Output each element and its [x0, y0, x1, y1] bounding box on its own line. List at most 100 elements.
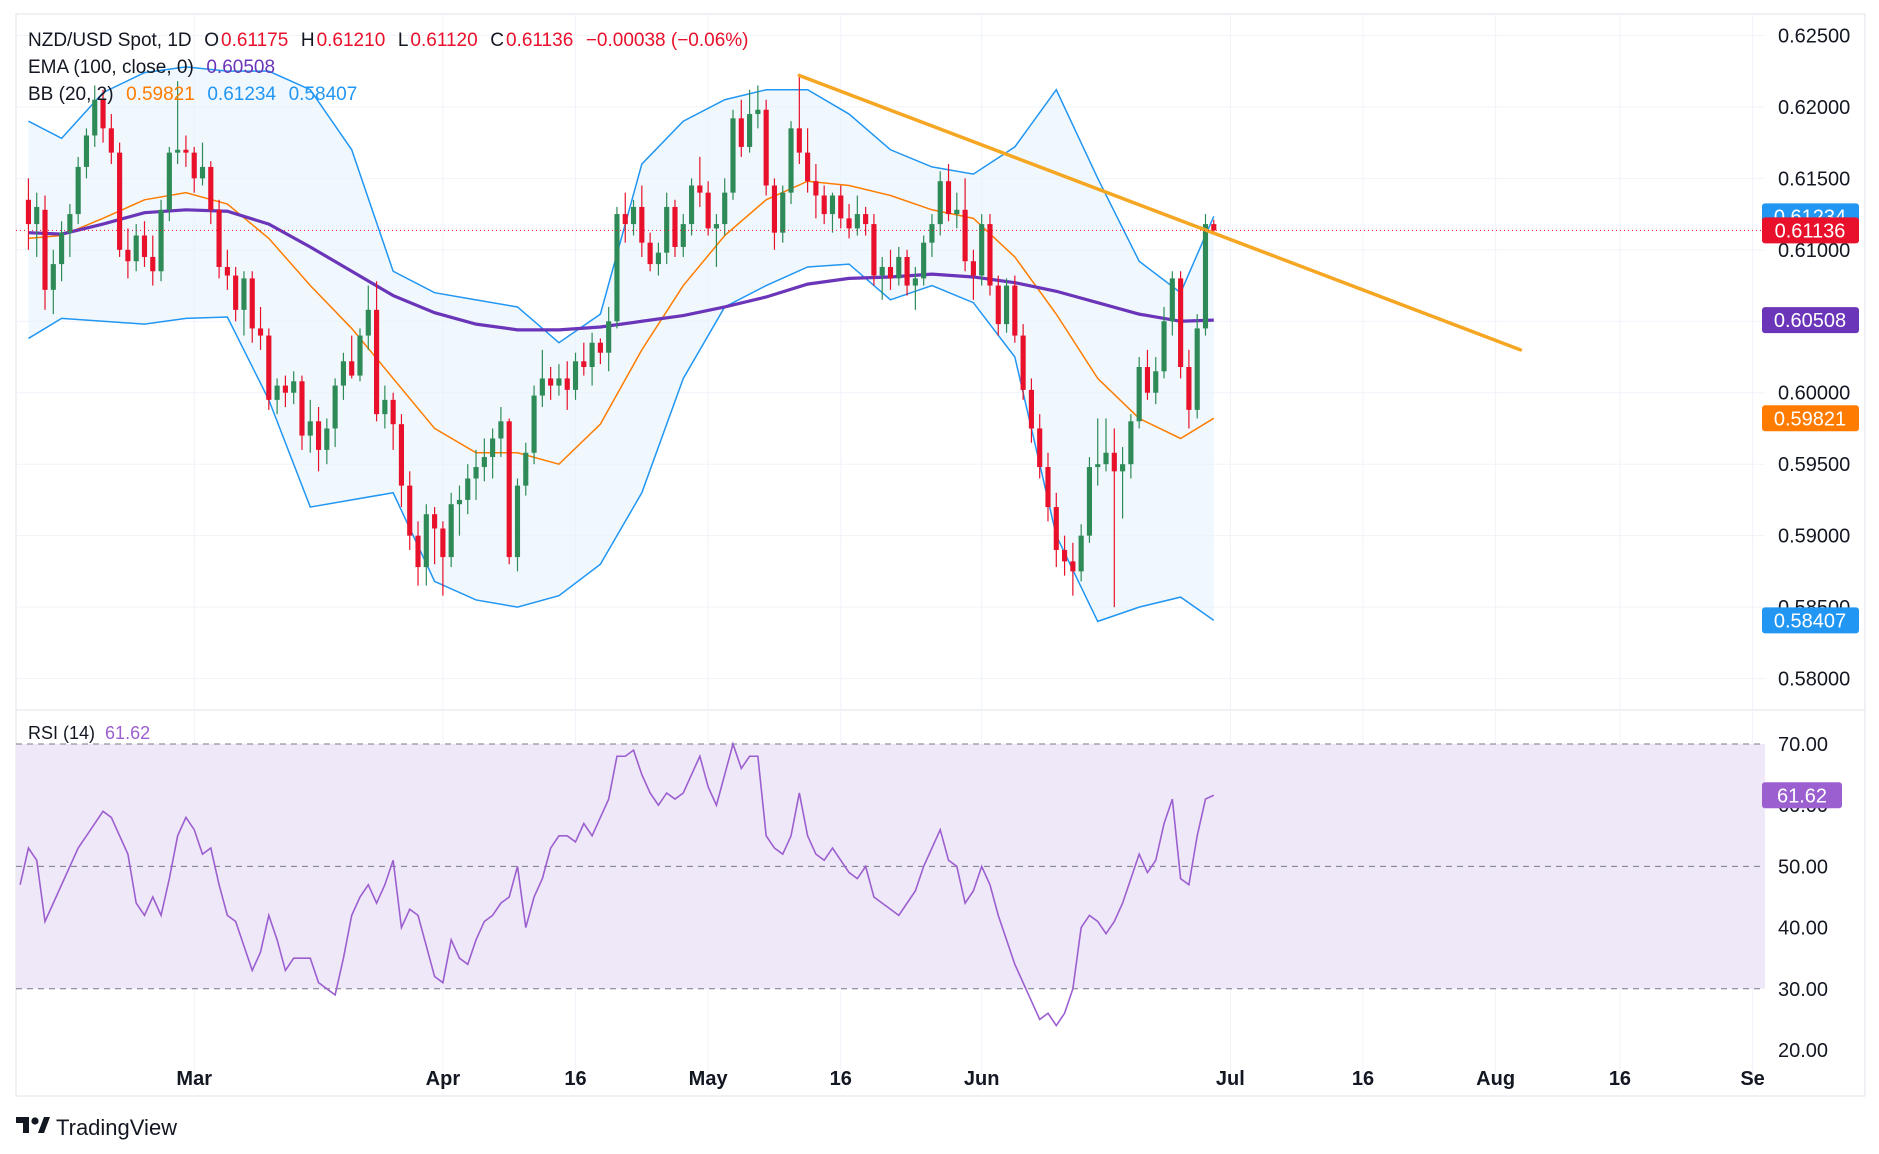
- candle[interactable]: [208, 161, 214, 225]
- candle[interactable]: [863, 206, 869, 236]
- candle[interactable]: [92, 85, 98, 147]
- candle[interactable]: [1186, 349, 1192, 429]
- candle[interactable]: [282, 375, 288, 408]
- candle[interactable]: [1045, 452, 1051, 522]
- candle[interactable]: [514, 478, 521, 572]
- candle[interactable]: [614, 206, 620, 329]
- candle[interactable]: [945, 164, 952, 222]
- candle[interactable]: [1062, 535, 1068, 576]
- candle[interactable]: [572, 352, 579, 400]
- trendline[interactable]: [797, 73, 1523, 352]
- candle[interactable]: [548, 367, 554, 400]
- candle[interactable]: [83, 128, 90, 179]
- candle[interactable]: [1003, 278, 1010, 333]
- candle[interactable]: [647, 232, 653, 272]
- candle[interactable]: [581, 342, 587, 376]
- candle[interactable]: [382, 385, 388, 429]
- candle[interactable]: [879, 256, 885, 300]
- candle[interactable]: [755, 85, 761, 129]
- candle[interactable]: [987, 214, 993, 296]
- ema-legend[interactable]: EMA (100, close, 0) 0.60508: [28, 57, 277, 79]
- candle[interactable]: [871, 214, 877, 286]
- candle[interactable]: [672, 199, 678, 257]
- candle[interactable]: [821, 185, 827, 225]
- candle[interactable]: [962, 178, 968, 272]
- candle[interactable]: [166, 146, 172, 222]
- candle[interactable]: [539, 349, 545, 408]
- candle[interactable]: [1028, 378, 1034, 443]
- candle[interactable]: [1211, 219, 1217, 233]
- candle[interactable]: [407, 471, 413, 550]
- candle[interactable]: [291, 371, 297, 405]
- candles[interactable]: [25, 75, 1217, 608]
- candle[interactable]: [183, 135, 189, 167]
- candle[interactable]: [606, 306, 612, 372]
- candle[interactable]: [523, 442, 529, 496]
- candle[interactable]: [257, 306, 264, 350]
- candle[interactable]: [912, 266, 918, 310]
- candle[interactable]: [415, 521, 421, 586]
- candle[interactable]: [506, 418, 512, 565]
- candle[interactable]: [954, 192, 960, 229]
- candle[interactable]: [1161, 306, 1167, 379]
- candle[interactable]: [332, 378, 338, 448]
- candle[interactable]: [1070, 542, 1076, 596]
- candle[interactable]: [970, 249, 976, 300]
- candle[interactable]: [1037, 414, 1043, 479]
- candle[interactable]: [440, 521, 446, 596]
- candle[interactable]: [133, 224, 139, 272]
- candle[interactable]: [722, 178, 728, 236]
- candle[interactable]: [25, 178, 32, 250]
- candle[interactable]: [921, 235, 927, 286]
- candle[interactable]: [713, 214, 719, 267]
- tradingview-brand[interactable]: TradingView: [16, 1115, 177, 1141]
- candle[interactable]: [473, 449, 479, 500]
- candle[interactable]: [730, 109, 736, 200]
- candle[interactable]: [929, 214, 935, 257]
- candle[interactable]: [1169, 271, 1175, 336]
- candle[interactable]: [1103, 418, 1109, 472]
- candle[interactable]: [365, 285, 371, 350]
- candle[interactable]: [141, 221, 148, 267]
- candle[interactable]: [59, 221, 65, 282]
- candle[interactable]: [738, 99, 744, 157]
- candle[interactable]: [1136, 357, 1142, 429]
- candle[interactable]: [125, 228, 131, 279]
- candle[interactable]: [829, 192, 836, 233]
- candle[interactable]: [805, 128, 811, 193]
- candle[interactable]: [937, 171, 943, 236]
- candle[interactable]: [1128, 414, 1134, 479]
- candle[interactable]: [108, 114, 114, 165]
- candle[interactable]: [1012, 275, 1018, 343]
- candle[interactable]: [680, 214, 686, 257]
- candle[interactable]: [199, 142, 206, 186]
- candle[interactable]: [158, 199, 164, 282]
- candle[interactable]: [1053, 492, 1059, 568]
- candle[interactable]: [374, 281, 380, 422]
- candle[interactable]: [465, 464, 471, 515]
- candle[interactable]: [432, 507, 438, 565]
- candle[interactable]: [117, 142, 123, 257]
- bb-legend[interactable]: BB (20, 2) 0.59821 0.61234 0.58407: [28, 84, 359, 106]
- candle[interactable]: [1111, 428, 1117, 608]
- candle[interactable]: [556, 364, 562, 396]
- resistance-trendline[interactable]: [797, 73, 1523, 352]
- candle[interactable]: [796, 75, 802, 165]
- candle[interactable]: [688, 178, 695, 236]
- candle[interactable]: [747, 89, 753, 153]
- candle[interactable]: [299, 375, 305, 450]
- rsi-legend[interactable]: RSI (14) 61.62: [28, 723, 150, 744]
- candle[interactable]: [1078, 524, 1084, 582]
- candle[interactable]: [655, 242, 661, 276]
- candle[interactable]: [357, 328, 363, 382]
- candle[interactable]: [274, 378, 280, 415]
- symbol-label[interactable]: NZD/USD Spot, 1D: [28, 30, 192, 51]
- candle[interactable]: [904, 249, 910, 296]
- candle[interactable]: [838, 185, 844, 229]
- candle[interactable]: [1178, 271, 1184, 379]
- candle[interactable]: [1095, 418, 1101, 486]
- candle[interactable]: [67, 204, 73, 257]
- candle[interactable]: [423, 504, 429, 586]
- candle[interactable]: [763, 99, 769, 196]
